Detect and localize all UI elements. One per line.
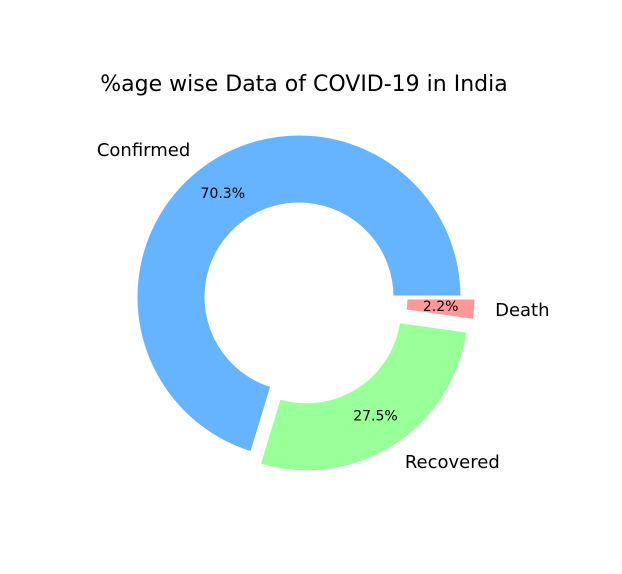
pct-confirmed: 70.3% <box>201 186 245 202</box>
slices <box>134 132 478 474</box>
chart-title: %age wise Data of COVID-19 in India <box>100 72 507 97</box>
label-death: Death <box>495 300 549 321</box>
pct-death: 2.2% <box>423 299 459 315</box>
label-confirmed: Confirmed <box>97 140 190 161</box>
pct-recovered: 27.5% <box>353 409 397 425</box>
labels: Confirmed 70.3% Recovered 27.5% Death 2.2% <box>97 140 550 473</box>
slice-death <box>403 296 478 322</box>
slice-confirmed <box>134 132 464 455</box>
slice-recovered <box>257 320 470 474</box>
label-recovered: Recovered <box>405 452 500 473</box>
